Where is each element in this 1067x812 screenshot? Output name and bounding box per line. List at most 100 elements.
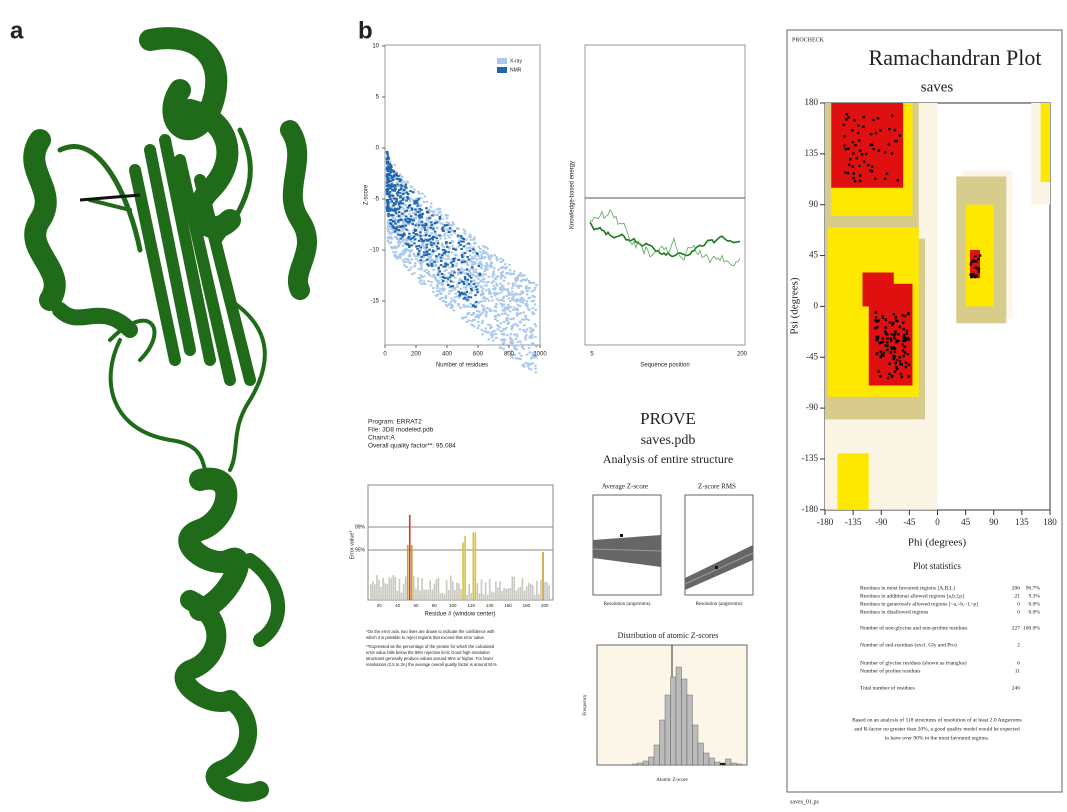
xray-point — [511, 356, 514, 359]
xray-point — [490, 254, 493, 257]
nmr-point — [399, 218, 403, 221]
nmr-point — [387, 157, 391, 160]
nmr-point — [391, 194, 395, 197]
xray-point — [421, 234, 424, 237]
xray-point — [439, 237, 442, 240]
nmr-point — [452, 260, 456, 263]
xray-point — [418, 203, 421, 206]
xray-point — [479, 293, 483, 296]
errat-bar — [515, 590, 518, 600]
xray-point — [429, 210, 433, 213]
xray-point — [469, 247, 472, 250]
nmr-point — [392, 220, 395, 223]
xray-point — [485, 307, 489, 310]
xray-point — [517, 312, 521, 315]
nmr-point — [459, 271, 462, 274]
xray-point — [530, 281, 534, 284]
xray-point — [481, 311, 484, 314]
xray-point — [392, 229, 395, 232]
errat-bar — [406, 545, 409, 600]
residue-point — [900, 363, 903, 366]
errat-bar — [370, 584, 372, 600]
residue-point — [881, 315, 884, 318]
residue-point — [870, 132, 873, 136]
hist-bar — [708, 757, 715, 766]
xray-point — [486, 323, 490, 326]
xray-point — [390, 245, 393, 248]
xray-point — [446, 228, 450, 231]
stats-title: Plot statistics — [913, 561, 961, 571]
nmr-point — [405, 228, 408, 231]
residue-point — [864, 152, 868, 156]
xray-point — [510, 287, 514, 290]
xray-point — [436, 227, 439, 230]
xray-point — [447, 257, 450, 260]
nmr-point — [416, 199, 419, 202]
nmr-point — [438, 270, 442, 273]
errat-info: Chain#:A — [368, 435, 395, 442]
xray-point — [416, 205, 419, 208]
xray-point — [512, 353, 515, 356]
xray-point — [398, 242, 401, 245]
nmr-point — [386, 204, 390, 207]
xray-point — [499, 291, 503, 294]
nmr-point — [451, 264, 455, 267]
errat-bar — [415, 588, 417, 600]
xray-point — [484, 289, 488, 292]
nmr-point — [389, 170, 392, 173]
xray-point — [525, 328, 529, 331]
nmr-point — [411, 236, 415, 239]
nmr-point — [403, 233, 406, 236]
xray-point — [437, 269, 440, 272]
nmr-point — [395, 172, 398, 175]
xray-point — [528, 326, 532, 329]
xray-point — [404, 260, 407, 263]
xray-point — [482, 309, 485, 312]
xray-point — [476, 327, 480, 330]
xray-point — [513, 299, 516, 302]
nmr-point — [416, 204, 420, 207]
xray-point — [404, 190, 407, 193]
residue-point — [902, 336, 905, 339]
xray-point — [425, 252, 429, 255]
y-tick-label: 10 — [372, 44, 379, 50]
nmr-point — [423, 224, 426, 227]
xray-point — [502, 279, 506, 282]
xray-point — [476, 284, 479, 287]
errat-bar — [404, 576, 407, 600]
nmr-point — [392, 170, 396, 173]
xray-point — [470, 258, 473, 261]
nmr-point — [399, 179, 403, 182]
xray-point — [437, 211, 440, 214]
nmr-point — [444, 263, 448, 266]
y-tick-label: 90 — [809, 199, 819, 209]
xray-point — [393, 236, 397, 239]
plot-title: Ramachandran Plot — [869, 45, 1042, 70]
xray-point — [480, 304, 484, 307]
nmr-point — [399, 234, 402, 237]
nmr-point — [414, 213, 417, 216]
nmr-point — [392, 184, 396, 187]
nmr-point — [413, 228, 417, 231]
protein-segment — [23, 129, 66, 311]
errat-bar — [423, 589, 425, 600]
x-axis-label: Residue # (window center) — [424, 612, 495, 618]
nmr-point — [466, 255, 469, 258]
nmr-point — [388, 172, 391, 175]
region — [862, 272, 894, 307]
errat-bar — [380, 587, 382, 600]
xray-point — [446, 254, 450, 257]
xray-point — [470, 306, 474, 309]
xray-point — [452, 223, 455, 226]
xray-point — [445, 303, 448, 306]
nmr-point — [478, 272, 482, 275]
nmr-point — [406, 237, 410, 240]
errat-bar — [431, 589, 434, 600]
nmr-point — [425, 246, 429, 249]
errat-bar — [394, 576, 397, 600]
nmr-point — [415, 202, 419, 205]
xray-point — [507, 297, 511, 300]
xray-point — [506, 322, 510, 325]
protein-segment — [205, 691, 269, 802]
xray-point — [531, 334, 534, 337]
